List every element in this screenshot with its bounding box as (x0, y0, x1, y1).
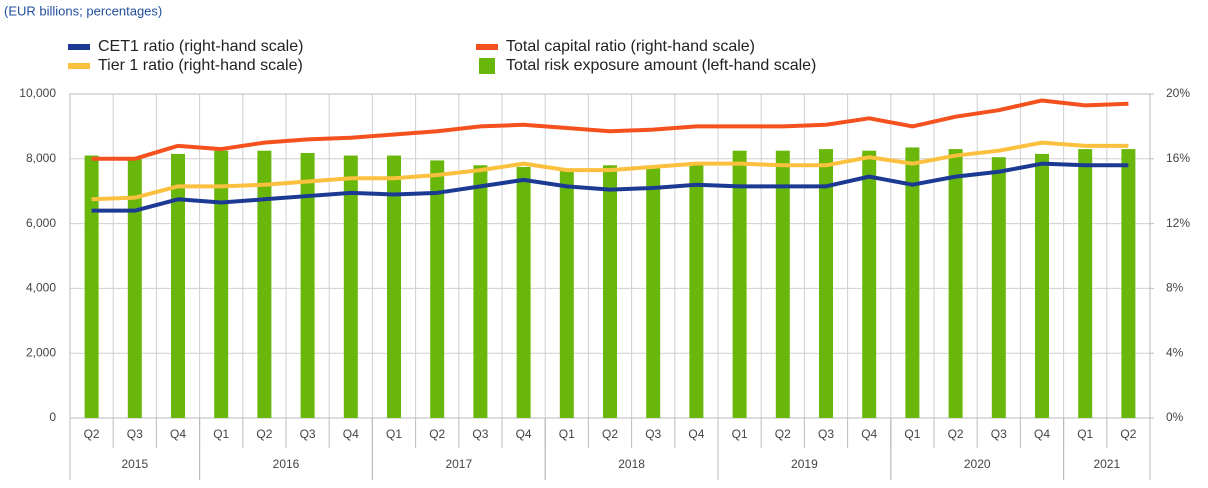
x-tick-label: Q3 (645, 427, 661, 441)
bar (387, 155, 401, 418)
x-tick-label: Q4 (861, 427, 877, 441)
y-tick-label: 10,000 (19, 86, 56, 100)
bar (257, 150, 272, 418)
bar (905, 147, 920, 418)
y-tick-label: 6,000 (26, 216, 56, 230)
legend-label: Total risk exposure amount (left-hand sc… (506, 57, 816, 74)
x-tick-label: Q3 (300, 427, 316, 441)
line (91, 161, 1129, 213)
y2-tick-label: 16% (1166, 151, 1190, 165)
x-tick-label: Q2 (602, 427, 618, 441)
x-tick-label: Q4 (1034, 427, 1050, 441)
legend-swatch (476, 44, 498, 50)
x-tick-label: Q2 (948, 427, 964, 441)
bar (775, 150, 790, 418)
x-tick-label: Q3 (472, 427, 488, 441)
line (91, 98, 1129, 161)
bar (948, 149, 963, 418)
legend-label: CET1 ratio (right-hand scale) (98, 38, 303, 55)
bar (862, 150, 877, 418)
bar (214, 150, 229, 418)
bar (732, 150, 747, 418)
line (91, 140, 1129, 202)
x-tick-label: Q2 (429, 427, 445, 441)
y-tick-label: 0 (49, 410, 56, 424)
x-tick-label: Q1 (1077, 427, 1093, 441)
bar (991, 157, 1006, 418)
x-tick-label: Q1 (386, 427, 402, 441)
bar (689, 162, 704, 418)
x-group-label: 2020 (964, 457, 991, 471)
legend-swatch (479, 58, 495, 74)
y-tick-label: 2,000 (26, 345, 56, 359)
x-tick-label: Q4 (343, 427, 359, 441)
bar (603, 165, 617, 418)
y2-tick-label: 4% (1166, 345, 1184, 359)
y2-tick-label: 0% (1166, 410, 1184, 424)
x-tick-label: Q2 (256, 427, 272, 441)
bar (1035, 153, 1049, 418)
y-tick-label: 8,000 (26, 151, 56, 165)
y-tick-label: 4,000 (26, 281, 56, 295)
bar (473, 165, 488, 418)
x-tick-label: Q1 (213, 427, 229, 441)
x-tick-label: Q3 (127, 427, 143, 441)
x-group-label: 2016 (273, 457, 300, 471)
bar (127, 157, 142, 418)
x-tick-label: Q1 (904, 427, 920, 441)
x-tick-label: Q1 (559, 427, 575, 441)
bar (646, 166, 661, 418)
y2-tick-label: 20% (1166, 86, 1190, 100)
x-tick-label: Q2 (1120, 427, 1136, 441)
chart-subtitle: (EUR billions; percentages) (4, 3, 162, 18)
bar (559, 168, 574, 418)
bar (430, 160, 445, 419)
legend-label: Tier 1 ratio (right-hand scale) (98, 57, 303, 74)
bar (84, 155, 99, 418)
legend-swatch (68, 63, 90, 69)
x-tick-label: Q3 (991, 427, 1007, 441)
y2-tick-label: 8% (1166, 281, 1184, 295)
bar (300, 152, 315, 418)
x-tick-label: Q2 (84, 427, 100, 441)
x-tick-label: Q4 (170, 427, 186, 441)
x-tick-label: Q3 (818, 427, 834, 441)
bar (819, 149, 833, 418)
bar (516, 166, 531, 418)
bar (343, 155, 358, 418)
bar (1121, 149, 1136, 418)
x-group-label: 2017 (445, 457, 472, 471)
x-tick-label: Q4 (516, 427, 532, 441)
y2-tick-label: 12% (1166, 216, 1190, 230)
bar (171, 153, 185, 418)
legend-label: Total capital ratio (right-hand scale) (506, 38, 755, 55)
x-tick-label: Q4 (688, 427, 704, 441)
x-group-label: 2015 (121, 457, 148, 471)
x-group-label: 2018 (618, 457, 645, 471)
bar (1078, 149, 1093, 418)
x-group-label: 2019 (791, 457, 818, 471)
x-group-label: 2021 (1093, 457, 1120, 471)
x-tick-label: Q1 (732, 427, 748, 441)
legend-swatch (68, 44, 90, 50)
x-tick-label: Q2 (775, 427, 791, 441)
